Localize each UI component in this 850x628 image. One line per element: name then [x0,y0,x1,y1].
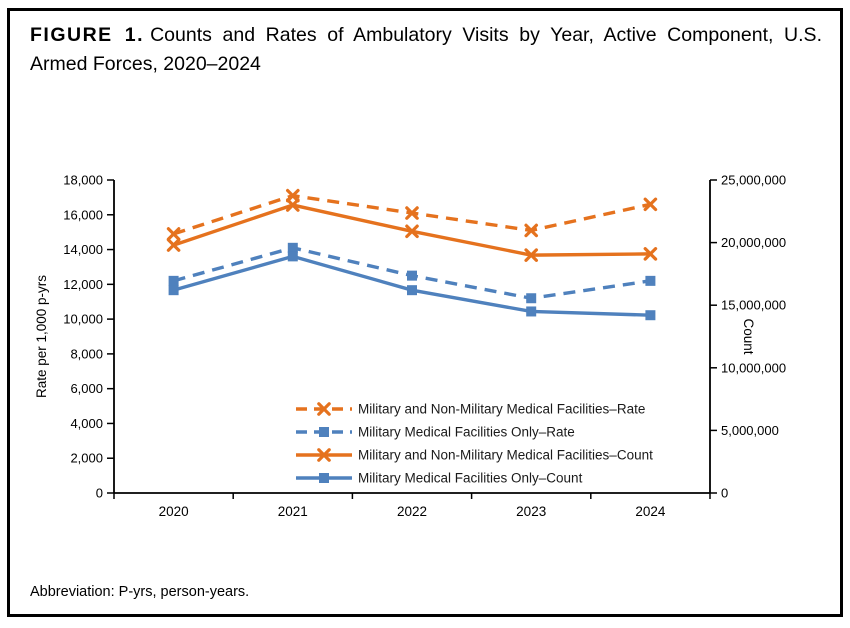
year-tick-label: 2022 [397,504,427,519]
legend-label: Military and Non-Military Medical Facili… [358,448,653,463]
series-marker-square [287,251,298,262]
figure-title-line2: Armed Forces, 2020–2024 [30,53,261,75]
rate-axis-tick-label: 4,000 [70,416,103,431]
footnote: Abbreviation: P-yrs, person-years. [30,584,250,600]
series-marker-x [317,402,331,416]
count-axis-tick-label: 0 [721,486,728,501]
count-axis-tick-label: 15,000,000 [721,298,786,313]
rate-axis-tick-label: 0 [96,486,103,501]
series-marker-square [407,270,417,281]
series-marker-square [645,310,656,321]
series-marker-square [287,242,298,253]
year-tick-label: 2020 [159,504,189,519]
legend-label: Military Medical Facilities Only–Count [358,471,583,486]
series-marker-square [645,275,656,286]
plot-area: 0 2,000 4,000 6,000 8,000 10,000 12,000 14,000 1… [34,173,786,520]
rate-axis-tick-label: 2,000 [70,451,103,466]
figure-title: FIGURE 1. Counts and Rates of Ambulatory … [30,21,822,79]
legend-item-0: Military and Non-Military Medical Facili… [296,402,645,417]
series-marker-x [524,223,539,238]
series-marker-x [405,224,419,239]
series-marker-x [643,197,658,212]
rate-axis-tick-label: 10,000 [63,312,103,327]
series-marker-square [526,306,537,317]
series-marker-x [286,188,300,203]
figure-title-line1: FIGURE 1. Counts and Rates of Ambulatory … [30,21,822,50]
series-marker-square [407,285,417,296]
series-marker-square [319,427,329,437]
series-1 [168,242,656,304]
rate-axis-title: Rate per 1,000 p-yrs [34,275,49,398]
series-marker-x [286,198,300,212]
legend-item-3: Military Medical Facilities Only–Count [296,471,583,486]
count-axis-tick-label: 5,000,000 [721,423,779,438]
rate-axis-tick-label: 6,000 [70,381,103,396]
series-marker-square [526,293,537,304]
figure-card [7,8,843,617]
legend-item-1: Military Medical Facilities Only–Rate [296,425,575,440]
series-marker-x [524,248,539,262]
year-tick-label: 2021 [278,504,308,519]
legend-item-2: Military and Non-Military Medical Facili… [296,448,653,463]
rate-axis-tick-label: 16,000 [63,207,103,222]
series-marker-x [166,238,181,252]
rate-axis-tick-label: 8,000 [70,346,103,361]
series-marker-square [168,285,179,296]
count-axis-title: Count [741,318,756,354]
rate-axis-tick-label: 14,000 [63,242,103,257]
count-axis-tick-label: 25,000,000 [721,173,786,188]
series-marker-square [168,275,179,286]
figure-title-text: Counts and Rates of Ambulatory Visits by… [150,24,822,46]
series-0 [166,188,658,241]
rate-axis-tick-label: 12,000 [63,277,103,292]
series-2 [166,198,658,262]
year-tick-label: 2024 [635,504,666,519]
legend-label: Military and Non-Military Medical Facili… [358,402,645,417]
figure-chart: 0 2,000 4,000 6,000 8,000 10,000 12,000 14,000 1… [34,173,786,520]
series-marker-x [317,448,331,462]
legend-label: Military Medical Facilities Only–Rate [358,425,575,440]
year-tick-label: 2023 [516,504,546,519]
count-axis-tick-label: 20,000,000 [721,235,786,250]
series-3 [168,251,656,321]
series-marker-x [166,227,181,241]
series-marker-x [643,247,658,261]
legend: Military and Non-Military Medical Facili… [296,402,653,486]
count-axis-tick-label: 10,000,000 [721,360,786,375]
series-marker-square [319,473,329,483]
series-marker-x [405,206,419,220]
figure-label: FIGURE 1. [30,24,145,46]
rate-axis-tick-label: 18,000 [63,173,103,188]
